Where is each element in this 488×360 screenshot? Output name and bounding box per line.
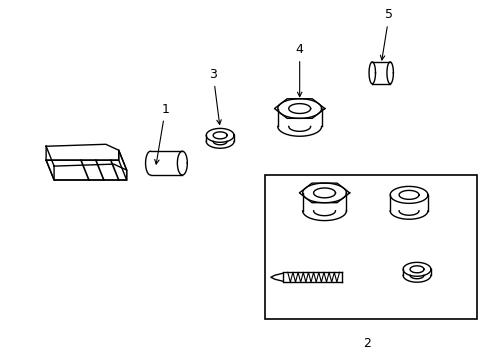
- Text: 4: 4: [295, 43, 303, 96]
- Text: 1: 1: [154, 103, 169, 164]
- Text: 3: 3: [209, 68, 221, 125]
- Text: 2: 2: [363, 337, 370, 350]
- Bar: [264, 175, 476, 319]
- Text: 5: 5: [380, 8, 392, 60]
